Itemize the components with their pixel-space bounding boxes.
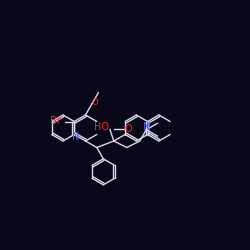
Text: O: O — [124, 124, 132, 134]
Text: O: O — [92, 98, 98, 107]
Text: N: N — [142, 122, 150, 132]
Text: Br: Br — [50, 116, 61, 126]
Text: N: N — [72, 132, 79, 142]
Text: HO: HO — [94, 122, 110, 132]
